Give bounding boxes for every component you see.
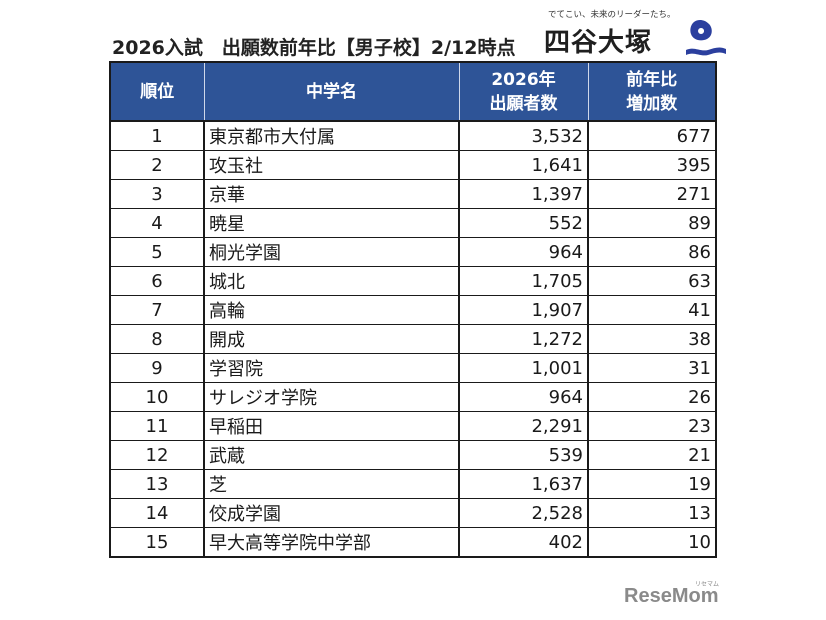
column-header-increase-line1: 前年比 bbox=[626, 69, 678, 90]
column-header-school: 中学名 bbox=[203, 62, 460, 122]
increase-cell: 38 bbox=[587, 324, 717, 354]
table-row: 9 学習院 1,001 31 bbox=[109, 353, 717, 383]
table-row: 8 開成 1,272 38 bbox=[109, 324, 717, 354]
rank-cell: 5 bbox=[109, 237, 205, 267]
brand-name: 四谷大塚 bbox=[544, 28, 653, 58]
applicants-cell: 1,641 bbox=[458, 150, 589, 180]
table-row: 13 芝 1,637 19 bbox=[109, 469, 717, 499]
table-row: 10 サレジオ学院 964 26 bbox=[109, 382, 717, 412]
increase-cell: 21 bbox=[587, 440, 717, 470]
table-header-row: 順位 中学名 2026年 出願者数 前年比 増加数 bbox=[110, 62, 716, 122]
table-row: 3 京華 1,397 271 bbox=[109, 179, 717, 209]
increase-cell: 23 bbox=[587, 411, 717, 441]
applicants-cell: 539 bbox=[458, 440, 589, 470]
school-name-cell: 芝 bbox=[203, 469, 460, 499]
column-header-applicants: 2026年 出願者数 bbox=[458, 62, 589, 122]
applicants-cell: 1,001 bbox=[458, 353, 589, 383]
school-name-cell: 東京都市大付属 bbox=[203, 120, 460, 151]
page-title: 2026入試 出願数前年比【男子校】2/12時点 bbox=[112, 37, 516, 59]
school-name-cell: 開成 bbox=[203, 324, 460, 354]
table-row: 7 高輪 1,907 41 bbox=[109, 295, 717, 325]
school-name-cell: 暁星 bbox=[203, 208, 460, 238]
increase-cell: 13 bbox=[587, 498, 717, 528]
applicants-cell: 1,637 bbox=[458, 469, 589, 499]
applicants-cell: 2,528 bbox=[458, 498, 589, 528]
column-header-applicants-line1: 2026年 bbox=[491, 69, 556, 90]
brand-tagline: でてこい、未来のリーダーたち。 bbox=[548, 10, 676, 20]
table-row: 1 東京都市大付属 3,532 677 bbox=[109, 120, 717, 151]
rank-cell: 12 bbox=[109, 440, 205, 470]
rank-cell: 2 bbox=[109, 150, 205, 180]
increase-cell: 26 bbox=[587, 382, 717, 412]
school-name-cell: サレジオ学院 bbox=[203, 382, 460, 412]
applicants-cell: 964 bbox=[458, 237, 589, 267]
school-name-cell: 早大高等学院中学部 bbox=[203, 527, 460, 558]
increase-cell: 89 bbox=[587, 208, 717, 238]
table-row: 5 桐光学園 964 86 bbox=[109, 237, 717, 267]
rank-cell: 9 bbox=[109, 353, 205, 383]
increase-cell: 19 bbox=[587, 469, 717, 499]
applicants-cell: 1,907 bbox=[458, 295, 589, 325]
applicants-ranking-table: 順位 中学名 2026年 出願者数 前年比 増加数 1 東京都市大付属 3,53… bbox=[109, 61, 717, 558]
increase-cell: 31 bbox=[587, 353, 717, 383]
increase-cell: 271 bbox=[587, 179, 717, 209]
rank-cell: 7 bbox=[109, 295, 205, 325]
column-header-applicants-line2: 出願者数 bbox=[489, 93, 558, 114]
applicants-cell: 2,291 bbox=[458, 411, 589, 441]
applicants-cell: 964 bbox=[458, 382, 589, 412]
table-row: 2 攻玉社 1,641 395 bbox=[109, 150, 717, 180]
applicants-cell: 552 bbox=[458, 208, 589, 238]
table-row: 12 武蔵 539 21 bbox=[109, 440, 717, 470]
applicants-cell: 402 bbox=[458, 527, 589, 558]
school-name-cell: 武蔵 bbox=[203, 440, 460, 470]
increase-cell: 677 bbox=[587, 120, 717, 151]
rank-cell: 13 bbox=[109, 469, 205, 499]
increase-cell: 395 bbox=[587, 150, 717, 180]
applicants-cell: 1,272 bbox=[458, 324, 589, 354]
table-row: 4 暁星 552 89 bbox=[109, 208, 717, 238]
school-name-cell: 攻玉社 bbox=[203, 150, 460, 180]
increase-cell: 63 bbox=[587, 266, 717, 296]
rank-cell: 4 bbox=[109, 208, 205, 238]
column-header-increase-line2: 増加数 bbox=[626, 93, 678, 114]
increase-cell: 86 bbox=[587, 237, 717, 267]
applicants-cell: 3,532 bbox=[458, 120, 589, 151]
increase-cell: 41 bbox=[587, 295, 717, 325]
applicants-cell: 1,397 bbox=[458, 179, 589, 209]
rank-cell: 11 bbox=[109, 411, 205, 441]
school-name-cell: 学習院 bbox=[203, 353, 460, 383]
school-name-cell: 高輪 bbox=[203, 295, 460, 325]
increase-cell: 10 bbox=[587, 527, 717, 558]
watermark-ruby: リセマム bbox=[695, 581, 720, 588]
rank-cell: 15 bbox=[109, 527, 205, 558]
resemom-watermark: ReseMom bbox=[624, 585, 719, 607]
school-name-cell: 佼成学園 bbox=[203, 498, 460, 528]
table-row: 11 早稲田 2,291 23 bbox=[109, 411, 717, 441]
column-header-increase: 前年比 増加数 bbox=[587, 62, 716, 122]
yotsuya-otsuka-logo-mark-icon bbox=[686, 20, 726, 56]
school-name-cell: 早稲田 bbox=[203, 411, 460, 441]
school-name-cell: 桐光学園 bbox=[203, 237, 460, 267]
applicants-cell: 1,705 bbox=[458, 266, 589, 296]
table-row: 6 城北 1,705 63 bbox=[109, 266, 717, 296]
rank-cell: 1 bbox=[109, 120, 205, 151]
school-name-cell: 城北 bbox=[203, 266, 460, 296]
school-name-cell: 京華 bbox=[203, 179, 460, 209]
rank-cell: 6 bbox=[109, 266, 205, 296]
table-row: 15 早大高等学院中学部 402 10 bbox=[109, 527, 717, 558]
rank-cell: 10 bbox=[109, 382, 205, 412]
rank-cell: 3 bbox=[109, 179, 205, 209]
column-header-rank: 順位 bbox=[110, 62, 205, 122]
rank-cell: 14 bbox=[109, 498, 205, 528]
rank-cell: 8 bbox=[109, 324, 205, 354]
brand-logo: でてこい、未来のリーダーたち。 四谷大塚 bbox=[540, 8, 730, 58]
table-row: 14 佼成学園 2,528 13 bbox=[109, 498, 717, 528]
